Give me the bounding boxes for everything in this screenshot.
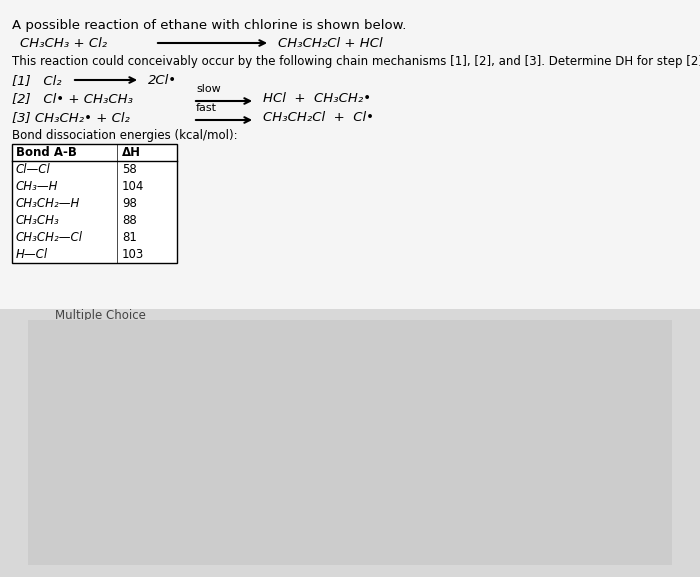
Text: 98: 98 [122, 197, 137, 210]
Text: -28 kcal/mol: -28 kcal/mol [68, 340, 141, 354]
Text: [2]   Cl• + CH₃CH₃: [2] Cl• + CH₃CH₃ [12, 92, 133, 105]
Text: A possible reaction of ethane with chlorine is shown below.: A possible reaction of ethane with chlor… [12, 19, 407, 32]
Text: 88: 88 [122, 214, 136, 227]
Text: CH₃CH₂Cl  +  Cl•: CH₃CH₂Cl + Cl• [263, 111, 374, 124]
Text: This reaction could conceivably occur by the following chain mechanisms [1], [2]: This reaction could conceivably occur by… [12, 55, 700, 68]
Text: fast: fast [196, 103, 217, 113]
Text: 58: 58 [122, 163, 136, 176]
Text: Multiple Choice: Multiple Choice [55, 309, 146, 322]
Text: CH₃CH₂Cl + HCl: CH₃CH₂Cl + HCl [278, 37, 383, 50]
Text: slow: slow [196, 84, 220, 94]
Text: CH₃CH₃: CH₃CH₃ [16, 214, 60, 227]
Text: CH₃—H: CH₃—H [16, 180, 59, 193]
Text: [3] CH₃CH₂• + Cl₂: [3] CH₃CH₂• + Cl₂ [12, 111, 130, 124]
Text: Bond A-B: Bond A-B [16, 146, 77, 159]
Text: Bond dissociation energies (kcal/mol):: Bond dissociation energies (kcal/mol): [12, 129, 237, 142]
Text: 81: 81 [122, 231, 137, 244]
Text: H—Cl: H—Cl [16, 248, 48, 261]
Text: [1]   Cl₂: [1] Cl₂ [12, 74, 62, 87]
Text: CH₃CH₂—Cl: CH₃CH₂—Cl [16, 231, 83, 244]
Text: +58 kcal/mol: +58 kcal/mol [68, 391, 146, 403]
Text: ΔH: ΔH [122, 146, 141, 159]
Text: CH₃CH₂—H: CH₃CH₂—H [16, 197, 80, 210]
Text: CH₃CH₃ + Cl₂: CH₃CH₃ + Cl₂ [20, 37, 107, 50]
Bar [12, 144, 177, 263]
Text: 103: 103 [122, 248, 144, 261]
Text: 2Cl•: 2Cl• [148, 74, 177, 87]
Text: HCl  +  CH₃CH₂•: HCl + CH₃CH₂• [263, 92, 371, 105]
Text: 104: 104 [122, 180, 144, 193]
Text: Cl—Cl: Cl—Cl [16, 163, 50, 176]
